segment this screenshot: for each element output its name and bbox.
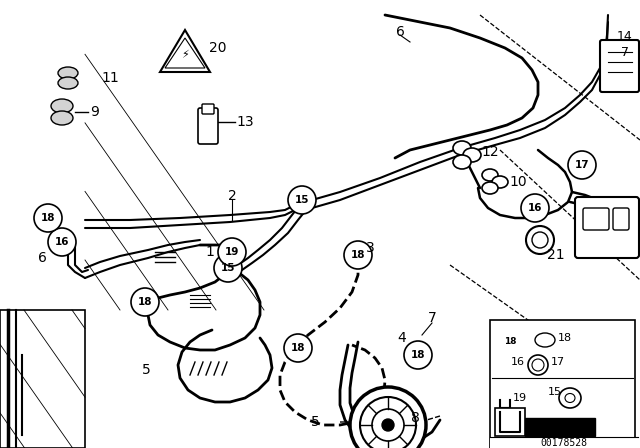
Text: 20: 20: [209, 41, 227, 55]
Polygon shape: [160, 30, 210, 72]
FancyBboxPatch shape: [613, 208, 629, 230]
Circle shape: [372, 409, 404, 441]
Circle shape: [532, 359, 544, 371]
Text: 21: 21: [547, 248, 565, 262]
Text: 5: 5: [310, 415, 319, 429]
Text: 19: 19: [225, 247, 239, 257]
Text: 15: 15: [221, 263, 236, 273]
Text: 16: 16: [55, 237, 69, 247]
FancyBboxPatch shape: [495, 408, 525, 436]
Circle shape: [214, 254, 242, 282]
Circle shape: [34, 204, 62, 232]
Text: 10: 10: [509, 175, 527, 189]
Ellipse shape: [565, 393, 575, 402]
Text: 15: 15: [548, 387, 562, 397]
Text: 8: 8: [411, 411, 419, 425]
Text: 17: 17: [575, 160, 589, 170]
Text: 6: 6: [396, 25, 404, 39]
Text: 19: 19: [513, 393, 527, 403]
Text: 15: 15: [295, 195, 309, 205]
Text: 1: 1: [205, 245, 214, 259]
Ellipse shape: [463, 148, 481, 162]
FancyBboxPatch shape: [525, 418, 595, 436]
Text: 17: 17: [551, 357, 565, 367]
Text: 18: 18: [291, 343, 305, 353]
FancyBboxPatch shape: [202, 104, 214, 114]
Circle shape: [521, 194, 549, 222]
Circle shape: [500, 332, 520, 352]
Circle shape: [48, 228, 76, 256]
Circle shape: [218, 238, 246, 266]
Text: 14: 14: [617, 30, 633, 43]
Text: 16: 16: [511, 357, 525, 367]
Text: 13: 13: [236, 115, 254, 129]
Ellipse shape: [535, 333, 555, 347]
Text: 00178528: 00178528: [541, 438, 588, 448]
Ellipse shape: [482, 169, 498, 181]
Text: 12: 12: [481, 145, 499, 159]
Circle shape: [360, 397, 416, 448]
Text: 16: 16: [528, 203, 542, 213]
Text: 3: 3: [365, 241, 374, 255]
Text: 6: 6: [38, 251, 47, 265]
Circle shape: [528, 355, 548, 375]
Text: 11: 11: [101, 71, 119, 85]
Ellipse shape: [453, 141, 471, 155]
FancyBboxPatch shape: [490, 320, 635, 448]
Circle shape: [284, 334, 312, 362]
Text: 18: 18: [138, 297, 152, 307]
Text: 9: 9: [91, 105, 99, 119]
FancyBboxPatch shape: [490, 438, 638, 448]
Circle shape: [532, 232, 548, 248]
Circle shape: [404, 341, 432, 369]
Text: 4: 4: [397, 331, 406, 345]
Text: 18: 18: [504, 337, 516, 346]
Circle shape: [131, 288, 159, 316]
Text: 2: 2: [228, 189, 236, 203]
Circle shape: [344, 241, 372, 269]
FancyBboxPatch shape: [600, 40, 639, 92]
Ellipse shape: [51, 99, 73, 113]
Text: 18: 18: [41, 213, 55, 223]
Text: ⚡: ⚡: [181, 50, 189, 60]
Text: 5: 5: [141, 363, 150, 377]
Circle shape: [350, 387, 426, 448]
Bar: [0, 310, 85, 448]
FancyBboxPatch shape: [198, 108, 218, 144]
Circle shape: [526, 226, 554, 254]
Text: 18: 18: [558, 333, 572, 343]
Text: 18: 18: [411, 350, 425, 360]
FancyBboxPatch shape: [583, 208, 609, 230]
FancyBboxPatch shape: [575, 197, 639, 258]
Ellipse shape: [559, 388, 581, 408]
Ellipse shape: [492, 176, 508, 188]
Circle shape: [568, 151, 596, 179]
Circle shape: [288, 186, 316, 214]
Circle shape: [382, 419, 394, 431]
Text: 7: 7: [621, 46, 629, 59]
Ellipse shape: [58, 77, 78, 89]
Ellipse shape: [482, 182, 498, 194]
Text: 7: 7: [428, 311, 436, 325]
Ellipse shape: [58, 67, 78, 79]
Ellipse shape: [51, 111, 73, 125]
Text: 18: 18: [351, 250, 365, 260]
Ellipse shape: [453, 155, 471, 169]
